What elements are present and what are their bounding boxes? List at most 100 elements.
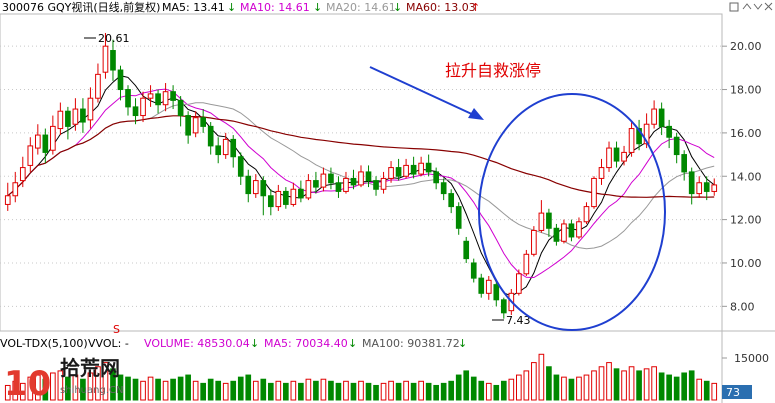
watermark-site: shihuang.CN bbox=[60, 385, 123, 396]
candle-body-up bbox=[275, 190, 282, 208]
candle-body-up bbox=[343, 177, 349, 192]
candle-body-down bbox=[703, 182, 710, 192]
close-icon[interactable] bbox=[764, 2, 773, 11]
volume-bar bbox=[636, 370, 642, 401]
candle-body-down bbox=[350, 177, 357, 186]
volume-bar bbox=[568, 378, 575, 401]
volume-bar bbox=[200, 382, 206, 401]
volume-bar bbox=[470, 376, 477, 401]
volume-indicator-name: VOL-TDX(5,100) bbox=[0, 337, 88, 350]
volume-bar bbox=[260, 378, 267, 401]
volume-bar bbox=[147, 376, 154, 401]
candle-body-up bbox=[591, 177, 597, 208]
candle-body-up bbox=[516, 273, 522, 294]
price-tick-label: 12.00 bbox=[730, 214, 762, 227]
volume-bar bbox=[95, 366, 101, 401]
candle-body-down bbox=[658, 108, 665, 127]
volume-bar bbox=[658, 372, 665, 401]
candle-body-down bbox=[335, 182, 342, 192]
candle-body-up bbox=[102, 45, 109, 73]
trend-arrow-head bbox=[468, 108, 484, 120]
price-tick-label: 8.00 bbox=[730, 300, 755, 313]
candle-body-down bbox=[395, 167, 402, 177]
candle-body-down bbox=[80, 108, 86, 123]
vvol-value: VVOL: - bbox=[88, 337, 129, 350]
volume-bar bbox=[50, 372, 56, 401]
window-controls[interactable] bbox=[729, 2, 773, 12]
volume-bar bbox=[237, 376, 244, 401]
candle-body-down bbox=[230, 138, 237, 158]
ma60-legend: MA60: 13.03 bbox=[406, 1, 476, 14]
candle-body-up bbox=[290, 188, 297, 205]
low-price-label: 7.43 bbox=[506, 314, 531, 327]
volume-bar bbox=[110, 368, 116, 401]
ma20-trend-arrow: ↓ bbox=[393, 1, 402, 14]
volume-bar bbox=[230, 380, 237, 401]
volume-bar bbox=[4, 384, 11, 401]
price-tick-label: 20.00 bbox=[730, 40, 762, 53]
chevron-up-icon[interactable] bbox=[742, 3, 752, 10]
candle-body-down bbox=[546, 212, 552, 229]
candle-body-up bbox=[320, 173, 327, 188]
volume-bar bbox=[313, 380, 319, 401]
volume-bar bbox=[102, 362, 109, 401]
volume-bar bbox=[531, 362, 537, 401]
volume-bar bbox=[478, 380, 485, 401]
volume-bar bbox=[320, 378, 327, 401]
candle-body-up bbox=[305, 180, 312, 199]
gear-icon[interactable] bbox=[729, 2, 739, 12]
candle-body-down bbox=[117, 69, 124, 91]
candle-body-down bbox=[373, 180, 379, 190]
volume-bar bbox=[403, 380, 409, 401]
ma20-legend: MA20: 14.61 bbox=[326, 1, 396, 14]
volume-bar bbox=[365, 382, 372, 401]
volume-bar bbox=[546, 366, 552, 401]
volume-bar bbox=[561, 376, 567, 401]
candle-body-up bbox=[531, 229, 537, 255]
volume-bar bbox=[305, 378, 312, 401]
volume-bar bbox=[275, 380, 282, 401]
volume-bar bbox=[433, 384, 439, 401]
volume-bar bbox=[598, 366, 605, 401]
volume-bar bbox=[34, 374, 41, 401]
volume-bar bbox=[455, 374, 462, 401]
candle-body-down bbox=[568, 223, 575, 238]
price-tick-label: 18.00 bbox=[730, 84, 762, 97]
candle-body-down bbox=[636, 128, 642, 145]
volume-bar bbox=[155, 378, 161, 401]
volume-bar bbox=[328, 380, 334, 401]
volume-bar bbox=[516, 374, 522, 401]
trend-arrow-shaft bbox=[369, 66, 477, 117]
volume-bar bbox=[538, 353, 545, 401]
candle-body-down bbox=[688, 171, 695, 195]
volume-bar bbox=[606, 362, 612, 401]
candle-body-down bbox=[673, 136, 680, 156]
volume-bar bbox=[440, 382, 447, 401]
candle-body-down bbox=[440, 182, 447, 195]
volume-bar bbox=[666, 374, 672, 401]
volume-bar bbox=[350, 382, 357, 401]
volume-arrow-2: ↓ bbox=[348, 337, 357, 350]
volume-bar bbox=[500, 380, 507, 401]
volume-bar bbox=[388, 380, 394, 401]
candle-body-down bbox=[455, 206, 462, 229]
candle-body-down bbox=[170, 91, 176, 101]
volume-bar bbox=[87, 372, 94, 401]
candle-body-down bbox=[410, 164, 417, 175]
chevron-down-icon[interactable] bbox=[753, 3, 763, 10]
highlight-ellipse bbox=[478, 93, 666, 331]
site-watermark: 10 拾荒网 shihuang.CN bbox=[4, 356, 123, 403]
volume-bar bbox=[688, 370, 695, 401]
candle-body-up bbox=[643, 123, 650, 145]
price-tick-label: 10.00 bbox=[730, 257, 762, 270]
price-axis-ticks: 8.00 10.00 12.00 14.00 16.00 18.00 20.00 bbox=[722, 40, 762, 313]
volume-bar bbox=[493, 384, 500, 401]
volume-bar bbox=[117, 374, 124, 401]
candle-body-up bbox=[50, 125, 56, 151]
volume-bar bbox=[125, 376, 131, 401]
candle-body-down bbox=[448, 193, 455, 208]
candle-body-down bbox=[613, 147, 620, 162]
volume-bar bbox=[696, 378, 703, 401]
candle-body-up bbox=[87, 97, 94, 121]
candle-body-up bbox=[418, 162, 424, 175]
